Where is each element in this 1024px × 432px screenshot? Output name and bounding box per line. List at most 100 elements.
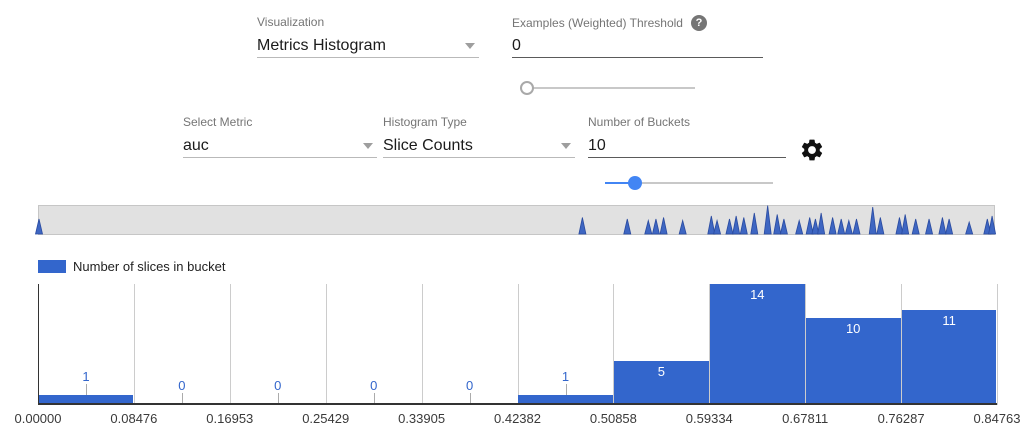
histogram-type-value: Slice Counts xyxy=(383,136,473,154)
gridline xyxy=(229,284,231,405)
density-spike xyxy=(707,215,716,235)
bar-value-label: 10 xyxy=(845,321,861,337)
x-tick-label: 0.59334 xyxy=(685,411,733,426)
density-spike xyxy=(805,217,814,235)
density-spike xyxy=(739,217,748,235)
histogram-bar[interactable] xyxy=(613,361,709,404)
bar-value-label: 0 xyxy=(274,378,282,393)
density-spike xyxy=(901,214,910,235)
slider-track[interactable] xyxy=(605,182,773,184)
density-spike xyxy=(868,206,877,235)
histogram-bar[interactable] xyxy=(38,395,134,404)
histogram-type-dropdown[interactable]: Histogram Type Slice Counts xyxy=(383,115,575,158)
density-spike xyxy=(651,218,660,235)
density-spike xyxy=(732,215,741,235)
examples-threshold-label: Examples (Weighted) Threshold xyxy=(512,16,683,30)
density-spike xyxy=(34,218,44,235)
gridline xyxy=(325,284,327,405)
num-buckets-label: Number of Buckets xyxy=(588,115,691,129)
density-spike xyxy=(837,218,846,235)
examples-threshold-field[interactable]: Examples (Weighted) Threshold ? 0 xyxy=(512,15,763,58)
density-spike xyxy=(644,218,653,235)
slider-track[interactable] xyxy=(520,87,695,89)
select-metric-dropdown[interactable]: Select Metric auc xyxy=(183,115,377,158)
y-axis-line xyxy=(38,284,39,405)
bar-value-label: 0 xyxy=(465,378,474,393)
gridline xyxy=(421,284,423,405)
density-spike xyxy=(795,218,804,235)
bucket-tick-stub xyxy=(469,393,471,404)
density-spike xyxy=(725,218,734,235)
density-spike xyxy=(965,220,974,235)
x-tick-label: 0.50858 xyxy=(589,411,637,426)
histogram-bar[interactable] xyxy=(709,284,805,404)
gear-icon[interactable] xyxy=(799,137,825,163)
chevron-down-icon xyxy=(465,42,475,49)
density-spike xyxy=(713,218,722,235)
density-spike xyxy=(659,217,668,235)
slider-thumb[interactable] xyxy=(628,176,643,190)
x-tick-label: 0.84763 xyxy=(973,411,1021,426)
num-buckets-field[interactable]: Number of Buckets 10 xyxy=(588,115,786,158)
x-tick-label: 0.00000 xyxy=(14,411,62,426)
density-spike xyxy=(811,218,820,235)
gridline xyxy=(133,284,135,405)
x-tick-label: 0.25429 xyxy=(302,411,350,426)
density-spike xyxy=(623,218,632,235)
x-tick-label: 0.67811 xyxy=(782,411,829,426)
density-spike xyxy=(750,212,759,235)
visualization-label: Visualization xyxy=(257,15,325,29)
bar-value-label: 11 xyxy=(942,312,956,328)
bucket-tick-stub xyxy=(277,393,279,404)
chevron-down-icon xyxy=(561,142,571,149)
visualization-dropdown[interactable]: Visualization Metrics Histogram xyxy=(257,15,479,58)
x-axis-line xyxy=(38,403,997,405)
density-spikes xyxy=(34,205,997,235)
examples-threshold-slider[interactable] xyxy=(520,80,695,96)
bucket-tick-stub xyxy=(373,393,375,404)
density-spike xyxy=(844,218,853,235)
chevron-down-icon xyxy=(363,142,373,149)
x-tick-label: 0.08476 xyxy=(110,411,158,426)
density-spike xyxy=(945,218,954,235)
select-metric-value: auc xyxy=(183,136,209,154)
question-mark-icon[interactable]: ? xyxy=(690,15,707,31)
density-spike xyxy=(763,205,772,235)
slider-fill xyxy=(605,182,636,184)
visualization-value: Metrics Histogram xyxy=(257,36,386,54)
chart-legend: Number of slices in bucket xyxy=(38,259,225,274)
x-tick-label: 0.16953 xyxy=(206,411,254,426)
num-buckets-slider[interactable] xyxy=(605,175,773,191)
gridline xyxy=(517,284,519,405)
density-spike xyxy=(828,217,837,235)
density-spike xyxy=(852,218,861,235)
num-buckets-value: 10 xyxy=(588,136,606,154)
density-spike xyxy=(678,218,687,235)
density-spike xyxy=(925,218,934,235)
density-spike xyxy=(817,212,826,235)
histogram-bar[interactable] xyxy=(518,395,613,404)
density-spike xyxy=(578,217,587,235)
legend-label: Number of slices in bucket xyxy=(73,259,226,274)
x-tick-label: 0.42382 xyxy=(494,411,541,426)
slider-thumb[interactable] xyxy=(520,81,534,95)
bar-value-label: 0 xyxy=(370,378,378,393)
gridline xyxy=(997,284,998,405)
density-spike xyxy=(773,214,782,235)
bucket-tick-stub xyxy=(181,393,183,404)
density-spike xyxy=(779,218,788,235)
bar-value-label: 5 xyxy=(657,364,666,380)
bar-value-label: 1 xyxy=(561,369,570,385)
histogram-bar[interactable] xyxy=(805,318,901,404)
legend-swatch xyxy=(38,260,66,273)
x-tick-label: 0.76287 xyxy=(877,411,925,426)
density-spike xyxy=(988,215,997,235)
bar-value-label: 0 xyxy=(178,378,186,393)
examples-threshold-value: 0 xyxy=(512,36,521,54)
bar-value-label: 1 xyxy=(82,369,90,385)
histogram-bar[interactable] xyxy=(901,309,997,404)
select-metric-label: Select Metric xyxy=(183,115,253,129)
gridline xyxy=(613,284,615,405)
histogram-type-label: Histogram Type xyxy=(383,115,467,129)
density-spike xyxy=(911,218,920,235)
